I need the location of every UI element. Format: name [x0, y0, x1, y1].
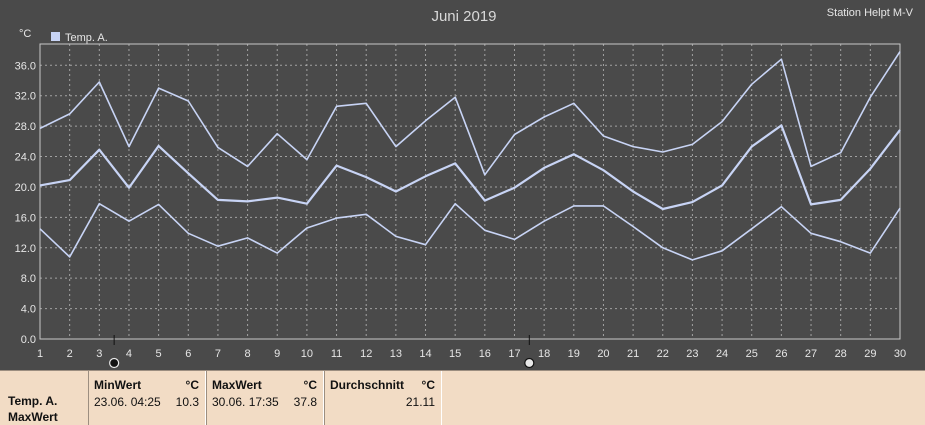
- x-tick-label-20: 20: [597, 348, 609, 360]
- x-tick-label-30: 30: [894, 348, 906, 360]
- y-tick-label-9: 36.0: [15, 60, 36, 72]
- maxwert-value: 37.8: [293, 395, 317, 409]
- series-line-avg: [39, 124, 901, 211]
- x-tick-label-6: 6: [185, 348, 191, 360]
- x-tick-label-24: 24: [716, 348, 728, 360]
- maxwert-column: MaxWert °C 30.06. 17:35 37.8: [206, 371, 324, 425]
- stats-row-labels: Temp. A. MaxWert: [0, 371, 88, 425]
- legend-label: Temp. A.: [65, 32, 108, 44]
- x-tick-label-16: 16: [479, 348, 491, 360]
- x-tick-label-28: 28: [835, 348, 847, 360]
- y-tick-label-6: 24.0: [15, 152, 36, 164]
- minwert-value: 10.3: [175, 395, 199, 409]
- x-tick-label-4: 4: [126, 348, 132, 360]
- x-tick-label-19: 19: [568, 348, 580, 360]
- x-axis: 1 2 3 4 5 6 7 8 9 10 11 12 13 14 15 16 17 18 19 20 21 22 23 24 2…: [37, 348, 906, 360]
- chart-title: Juni 2019: [431, 8, 496, 25]
- x-tick-label-12: 12: [360, 348, 372, 360]
- series-line-max: [39, 51, 901, 176]
- x-tick-label-1: 1: [37, 348, 43, 360]
- y-tick-label-4: 16.0: [15, 212, 36, 224]
- x-tick-label-21: 21: [627, 348, 639, 360]
- x-tick-label-7: 7: [215, 348, 221, 360]
- y-tick-label-2: 8.0: [21, 273, 36, 285]
- x-tick-label-9: 9: [274, 348, 280, 360]
- y-axis-unit: °C: [19, 28, 31, 40]
- x-tick-label-29: 29: [864, 348, 876, 360]
- minwert-unit: °C: [185, 378, 199, 392]
- maxwert-header: MaxWert: [212, 378, 262, 392]
- station-name: Station Helpt M-V: [827, 7, 914, 19]
- minwert-column: MinWert °C 23.06. 04:25 10.3: [88, 371, 206, 425]
- x-tick-label-18: 18: [538, 348, 550, 360]
- plot-frame: [39, 43, 901, 340]
- y-tick-label-8: 32.0: [15, 91, 36, 103]
- marker-max-icon: [524, 357, 535, 369]
- y-tick-label-7: 28.0: [15, 121, 36, 133]
- marker-min-icon: [109, 357, 120, 369]
- x-tick-label-14: 14: [419, 348, 431, 360]
- durchschnitt-value: 21.11: [405, 395, 435, 409]
- y-tick-label-1: 4.0: [21, 304, 36, 316]
- x-tick-label-3: 3: [96, 348, 102, 360]
- x-tick-label-25: 25: [746, 348, 758, 360]
- y-tick-label-0: 0.0: [21, 334, 36, 346]
- extreme-markers: [109, 335, 535, 369]
- x-tick-label-5: 5: [156, 348, 162, 360]
- temperature-chart: Juni 2019 Station Helpt M-V °C Temp. A. …: [0, 0, 925, 370]
- legend-swatch: [51, 32, 60, 41]
- statistics-panel: Temp. A. MaxWert MinWert °C 23.06. 04:25…: [0, 370, 925, 425]
- x-tick-label-26: 26: [775, 348, 787, 360]
- x-tick-label-11: 11: [331, 348, 342, 360]
- maxwert-unit: °C: [303, 378, 317, 392]
- x-tick-label-10: 10: [301, 348, 313, 360]
- minwert-datetime: 23.06. 04:25: [94, 395, 161, 409]
- durchschnitt-unit: °C: [421, 378, 435, 392]
- row-label-maxwert: MaxWert: [8, 410, 58, 424]
- x-tick-label-27: 27: [805, 348, 817, 360]
- durchschnitt-column: Durchschnitt °C 21.11: [324, 371, 442, 425]
- x-tick-label-15: 15: [449, 348, 461, 360]
- maxwert-datetime: 30.06. 17:35: [212, 395, 279, 409]
- x-tick-label-13: 13: [390, 348, 402, 360]
- x-tick-label-23: 23: [686, 348, 698, 360]
- chart-background: [0, 0, 925, 370]
- x-tick-label-8: 8: [245, 348, 251, 360]
- grid: [40, 44, 900, 339]
- x-tick-label-17: 17: [508, 348, 520, 360]
- y-tick-label-5: 20.0: [15, 182, 36, 194]
- minwert-header: MinWert: [94, 378, 142, 392]
- x-tick-label-22: 22: [657, 348, 669, 360]
- x-tick-label-2: 2: [67, 348, 73, 360]
- y-axis: 0.0 4.0 8.0 12.0 16.0 20.0 24.0 28.0 32.0 36.0: [15, 60, 36, 346]
- row-label-temp: Temp. A.: [8, 394, 58, 408]
- durchschnitt-header: Durchschnitt: [330, 378, 405, 392]
- y-tick-label-3: 12.0: [15, 243, 36, 255]
- series-line-min: [39, 202, 901, 261]
- series-lines: [39, 51, 901, 261]
